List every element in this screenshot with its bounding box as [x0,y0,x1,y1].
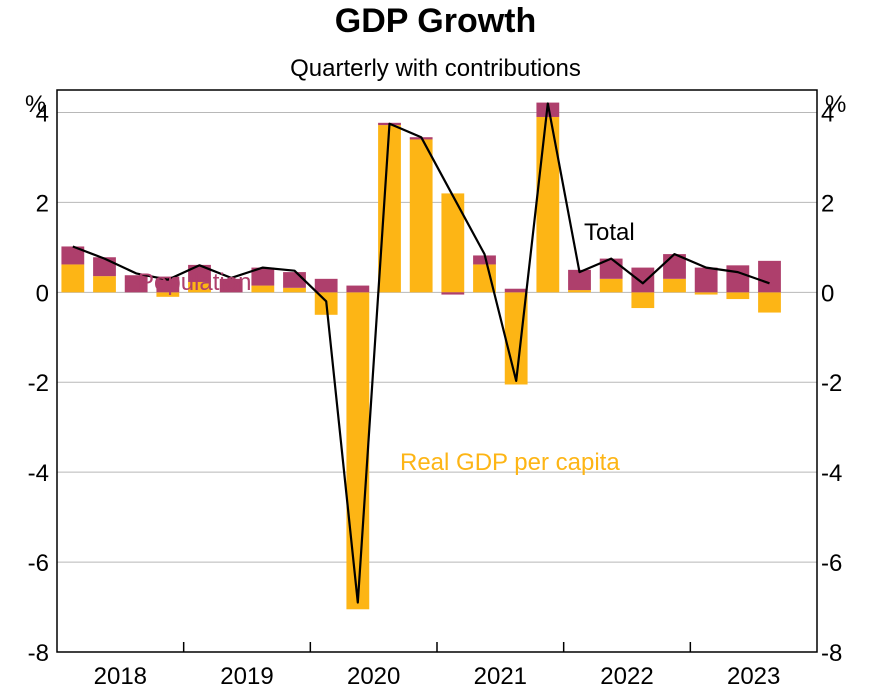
y-tick-label-right: 2 [821,190,834,217]
x-tick-label: 2022 [600,663,653,690]
y-tick-label-left: 4 [36,100,49,127]
gdp-per-capita-bar [473,264,496,293]
gdp-per-capita-bar [156,292,180,297]
y-tick-label-right: -2 [821,370,842,397]
left-unit-label: % [25,91,46,118]
population-bar [188,264,211,282]
gdp-per-capita-bar [441,193,465,293]
y-tick-label-left: 2 [36,190,49,217]
total-line [72,102,770,604]
y-tick-label-right: 0 [821,280,834,307]
population-bar [251,267,275,286]
y-tick-label-left: -4 [28,460,49,487]
population-bar [758,260,781,293]
bars [61,102,781,610]
y-tick-label-left: -8 [28,640,49,667]
population-bar [314,278,338,293]
x-tick-label: 2020 [347,663,400,690]
chart-subtitle: Quarterly with contributions [290,55,581,82]
x-tick-label: 2023 [727,663,780,690]
axis-labels: 4 4 2 2 0 0 -2 -2 -4 -4 -6 -6 -8 -8 2018 2019 2020 2021 20… [28,100,843,690]
gdp-per-capita-bar [758,292,781,313]
y-tick-label-right: -4 [821,460,842,487]
gdp-per-capita-bar [663,278,686,293]
population-bar [156,276,180,293]
gdp-per-capita-bar [568,290,591,293]
x-tick-label: 2021 [474,663,527,690]
population-annotation: Population [138,269,251,296]
population-bar [441,292,465,295]
gdp-per-capita-bar [631,292,655,309]
population-bar [93,257,116,277]
population-bar [631,267,655,293]
x-tick-label: 2019 [220,663,273,690]
plot-frame [56,89,818,653]
gdp-per-capita-bar [61,264,85,293]
population-bar [283,272,306,288]
gdp-per-capita-annotation: Real GDP per capita [400,449,620,476]
gdp-per-capita-bar [346,292,370,610]
population-bar [694,267,718,293]
population-bar [568,269,591,291]
total-line-layer [72,102,770,604]
gdp-per-capita-bar [251,285,275,293]
tick-marks [182,642,692,652]
population-bar [346,285,370,293]
gdp-per-capita-bar [283,287,306,293]
population-bar [61,246,85,265]
y-tick-label-left: 0 [36,280,49,307]
y-tick-label-right: 4 [821,100,834,127]
population-bar [504,288,528,293]
population-bar [124,275,148,293]
x-tick-label: 2018 [94,663,147,690]
gdp-per-capita-bar [726,292,750,300]
right-unit-label: % [825,91,846,118]
gridlines [57,111,817,563]
gdp-per-capita-bar [599,278,623,293]
gdp-per-capita-bar [694,292,718,295]
population-bar [473,255,496,265]
total-annotation: Total [584,219,635,246]
y-tick-label-right: -6 [821,550,842,577]
gdp-per-capita-bar [378,125,401,293]
gdp-per-capita-bar [93,276,116,293]
population-bar [219,278,243,293]
gdp-per-capita-bar [188,281,211,293]
population-bar [726,265,750,293]
y-tick-label-left: -2 [28,370,49,397]
gdp-per-capita-bar [409,139,433,293]
y-tick-label-right: -8 [821,640,842,667]
chart-title: GDP Growth [334,2,537,40]
y-tick-label-left: -6 [28,550,49,577]
